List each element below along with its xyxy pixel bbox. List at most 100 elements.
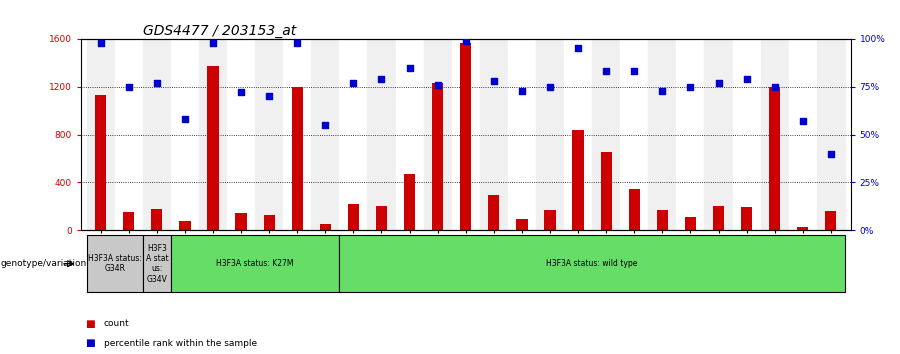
Text: ■: ■ bbox=[86, 338, 95, 348]
Bar bbox=[404, 174, 415, 230]
Point bbox=[402, 65, 417, 70]
Bar bbox=[179, 221, 191, 230]
FancyBboxPatch shape bbox=[86, 235, 143, 292]
Bar bbox=[207, 67, 219, 230]
Text: H3F3A status:
G34R: H3F3A status: G34R bbox=[88, 254, 141, 273]
Bar bbox=[517, 219, 527, 230]
Text: genotype/variation: genotype/variation bbox=[1, 259, 87, 268]
Bar bbox=[517, 219, 527, 230]
FancyBboxPatch shape bbox=[171, 235, 339, 292]
Bar bbox=[292, 87, 303, 230]
Point bbox=[149, 80, 164, 86]
Point bbox=[796, 118, 810, 124]
Point bbox=[459, 38, 473, 44]
Bar bbox=[95, 95, 106, 230]
Bar bbox=[770, 87, 780, 230]
Bar bbox=[95, 95, 106, 230]
Bar bbox=[376, 206, 387, 230]
Bar bbox=[600, 153, 612, 230]
Bar bbox=[171, 39, 199, 230]
Bar bbox=[264, 215, 274, 230]
Bar bbox=[264, 215, 274, 230]
Bar bbox=[825, 211, 836, 230]
Bar bbox=[564, 39, 592, 230]
Bar bbox=[207, 67, 219, 230]
Text: H3F3
A stat
us:
G34V: H3F3 A stat us: G34V bbox=[146, 244, 168, 284]
Bar bbox=[628, 189, 640, 230]
Bar bbox=[657, 210, 668, 230]
Bar bbox=[713, 206, 725, 230]
FancyBboxPatch shape bbox=[143, 235, 171, 292]
Bar bbox=[592, 39, 620, 230]
Bar bbox=[536, 39, 564, 230]
Point bbox=[515, 88, 529, 93]
Point bbox=[430, 82, 445, 88]
Point bbox=[711, 80, 725, 86]
Bar bbox=[236, 213, 247, 230]
Bar bbox=[508, 39, 536, 230]
Bar bbox=[797, 227, 808, 230]
Bar bbox=[825, 211, 836, 230]
Bar bbox=[151, 209, 162, 230]
Point bbox=[122, 84, 136, 90]
Bar bbox=[227, 39, 255, 230]
Bar bbox=[480, 39, 508, 230]
Bar bbox=[572, 130, 584, 230]
Bar bbox=[236, 213, 247, 230]
Text: H3F3A status: wild type: H3F3A status: wild type bbox=[546, 259, 638, 268]
Bar bbox=[544, 210, 555, 230]
Bar bbox=[404, 174, 415, 230]
Bar bbox=[199, 39, 227, 230]
Bar bbox=[143, 39, 171, 230]
Bar bbox=[713, 206, 725, 230]
Title: GDS4477 / 203153_at: GDS4477 / 203153_at bbox=[143, 24, 296, 38]
Bar bbox=[432, 83, 444, 230]
FancyBboxPatch shape bbox=[339, 235, 845, 292]
Point bbox=[177, 116, 192, 122]
Bar bbox=[151, 209, 162, 230]
Bar bbox=[395, 39, 424, 230]
Bar bbox=[685, 217, 696, 230]
Bar bbox=[292, 87, 303, 230]
Text: ■: ■ bbox=[86, 319, 95, 329]
Bar bbox=[705, 39, 733, 230]
Bar bbox=[628, 189, 640, 230]
Point bbox=[571, 46, 585, 51]
Point bbox=[94, 40, 108, 46]
Point bbox=[346, 80, 361, 86]
Bar bbox=[620, 39, 648, 230]
Point bbox=[206, 40, 220, 46]
Bar bbox=[424, 39, 452, 230]
Bar bbox=[452, 39, 480, 230]
Point bbox=[543, 84, 557, 90]
Point bbox=[768, 84, 782, 90]
Bar bbox=[817, 39, 845, 230]
Point bbox=[487, 78, 501, 84]
Point bbox=[318, 122, 332, 128]
Bar bbox=[179, 221, 191, 230]
Bar bbox=[339, 39, 367, 230]
Point bbox=[290, 40, 304, 46]
Bar bbox=[544, 210, 555, 230]
Bar bbox=[86, 39, 114, 230]
Text: count: count bbox=[104, 319, 129, 329]
Bar bbox=[488, 195, 500, 230]
Bar bbox=[770, 87, 780, 230]
Bar bbox=[320, 224, 331, 230]
Bar bbox=[367, 39, 395, 230]
Point bbox=[740, 76, 754, 82]
Bar bbox=[572, 130, 584, 230]
Point bbox=[655, 88, 670, 93]
Bar bbox=[657, 210, 668, 230]
Bar bbox=[677, 39, 705, 230]
Bar bbox=[648, 39, 677, 230]
Bar bbox=[376, 206, 387, 230]
Bar bbox=[460, 42, 472, 230]
Bar bbox=[488, 195, 500, 230]
Point bbox=[262, 93, 276, 99]
Bar bbox=[284, 39, 311, 230]
Bar bbox=[760, 39, 788, 230]
Point bbox=[824, 151, 838, 156]
Bar bbox=[788, 39, 817, 230]
Bar bbox=[114, 39, 143, 230]
